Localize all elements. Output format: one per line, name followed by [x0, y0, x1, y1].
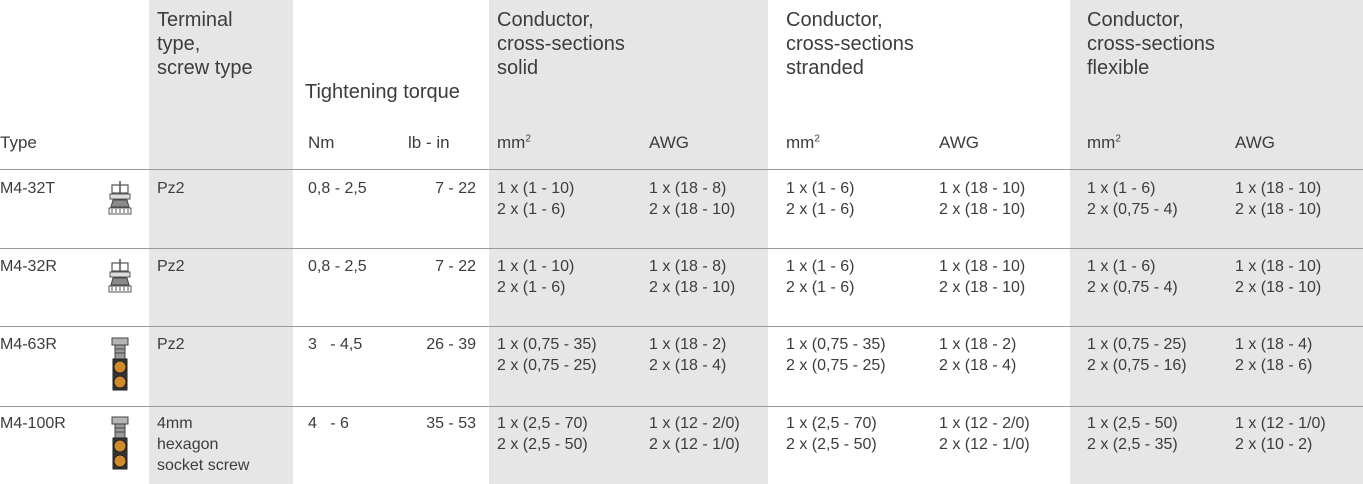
stranded-header: Conductor, cross-sections stranded: [786, 9, 914, 79]
nm-cell: 4 - 6: [308, 415, 349, 432]
terminal-type-cell: 4mm hexagon socket screw: [157, 415, 250, 474]
box-terminal-icon: [109, 416, 131, 475]
lbin-cell: 7 - 22: [435, 180, 476, 197]
clamp-terminal-icon: [108, 259, 132, 298]
solid-column-shade: [489, 0, 768, 484]
flexible-mm2-cell: 1 x (2,5 - 50) 2 x (2,5 - 35): [1087, 415, 1178, 453]
stranded-awg-cell: 1 x (18 - 10) 2 x (18 - 10): [939, 180, 1026, 218]
row-separator: [0, 248, 1363, 249]
box-terminal-icon: [109, 337, 131, 396]
solid-header: Conductor, cross-sections solid: [497, 9, 625, 79]
flexible-column-shade: [1070, 0, 1363, 484]
stranded-awg-cell: 1 x (18 - 2) 2 x (18 - 4): [939, 336, 1017, 374]
flexible-awg-cell: 1 x (18 - 10) 2 x (18 - 10): [1235, 180, 1322, 218]
flexible-awg-cell: 1 x (12 - 1/0) 2 x (10 - 2): [1235, 415, 1326, 453]
flexible-awg-cell: 1 x (18 - 10) 2 x (18 - 10): [1235, 258, 1322, 296]
solid-awg-cell: 1 x (12 - 2/0) 2 x (12 - 1/0): [649, 415, 740, 453]
solid-mm2-cell: 1 x (1 - 10) 2 x (1 - 6): [497, 180, 575, 218]
terminal-header: Terminal type, screw type: [157, 9, 253, 79]
flexible-awg-subheader: AWG: [1235, 133, 1275, 152]
terminal-type-cell: Pz2: [157, 180, 185, 197]
flexible-mm2-cell: 1 x (1 - 6) 2 x (0,75 - 4): [1087, 180, 1178, 218]
stranded-awg-cell: 1 x (18 - 10) 2 x (18 - 10): [939, 258, 1026, 296]
lbin-cell: 26 - 39: [426, 336, 476, 353]
flexible-mm2-cell: 1 x (1 - 6) 2 x (0,75 - 4): [1087, 258, 1178, 296]
solid-mm2-subheader: mm2: [497, 133, 531, 152]
solid-awg-cell: 1 x (18 - 2) 2 x (18 - 4): [649, 336, 727, 374]
stranded-mm2-cell: 1 x (1 - 6) 2 x (1 - 6): [786, 258, 855, 296]
solid-awg-subheader: AWG: [649, 133, 689, 152]
nm-cell: 3 - 4,5: [308, 336, 363, 353]
flexible-mm2-cell: 1 x (0,75 - 25) 2 x (0,75 - 16): [1087, 336, 1187, 374]
stranded-mm2-cell: 1 x (1 - 6) 2 x (1 - 6): [786, 180, 855, 218]
torque-header: Tightening torque: [305, 81, 460, 103]
solid-mm2-cell: 1 x (0,75 - 35) 2 x (0,75 - 25): [497, 336, 597, 374]
row-separator: [0, 169, 1363, 170]
type-cell: M4-63R: [0, 336, 57, 353]
row-separator: [0, 326, 1363, 327]
nm-cell: 0,8 - 2,5: [308, 258, 367, 275]
stranded-awg-cell: 1 x (12 - 2/0) 2 x (12 - 1/0): [939, 415, 1030, 453]
solid-awg-cell: 1 x (18 - 8) 2 x (18 - 10): [649, 258, 736, 296]
row-separator: [0, 406, 1363, 407]
solid-mm2-cell: 1 x (1 - 10) 2 x (1 - 6): [497, 258, 575, 296]
stranded-mm2-cell: 1 x (0,75 - 35) 2 x (0,75 - 25): [786, 336, 886, 374]
type-cell: M4-32R: [0, 258, 57, 275]
flexible-mm2-subheader: mm2: [1087, 133, 1121, 152]
lbin-subheader: lb - in: [408, 133, 450, 152]
solid-awg-cell: 1 x (18 - 8) 2 x (18 - 10): [649, 180, 736, 218]
lbin-cell: 7 - 22: [435, 258, 476, 275]
terminal-column-shade: [149, 0, 293, 484]
terminal-type-cell: Pz2: [157, 336, 185, 353]
stranded-mm2-subheader: mm2: [786, 133, 820, 152]
stranded-mm2-cell: 1 x (2,5 - 70) 2 x (2,5 - 50): [786, 415, 877, 453]
type-cell: M4-32T: [0, 180, 56, 197]
nm-cell: 0,8 - 2,5: [308, 180, 367, 197]
terminal-type-cell: Pz2: [157, 258, 185, 275]
lbin-cell: 35 - 53: [426, 415, 476, 432]
type-subheader: Type: [0, 133, 37, 152]
flexible-awg-cell: 1 x (18 - 4) 2 x (18 - 6): [1235, 336, 1313, 374]
stranded-awg-subheader: AWG: [939, 133, 979, 152]
flexible-header: Conductor, cross-sections flexible: [1087, 9, 1215, 79]
nm-subheader: Nm: [308, 133, 335, 152]
clamp-terminal-icon: [108, 181, 132, 220]
type-cell: M4-100R: [0, 415, 66, 432]
solid-mm2-cell: 1 x (2,5 - 70) 2 x (2,5 - 50): [497, 415, 588, 453]
